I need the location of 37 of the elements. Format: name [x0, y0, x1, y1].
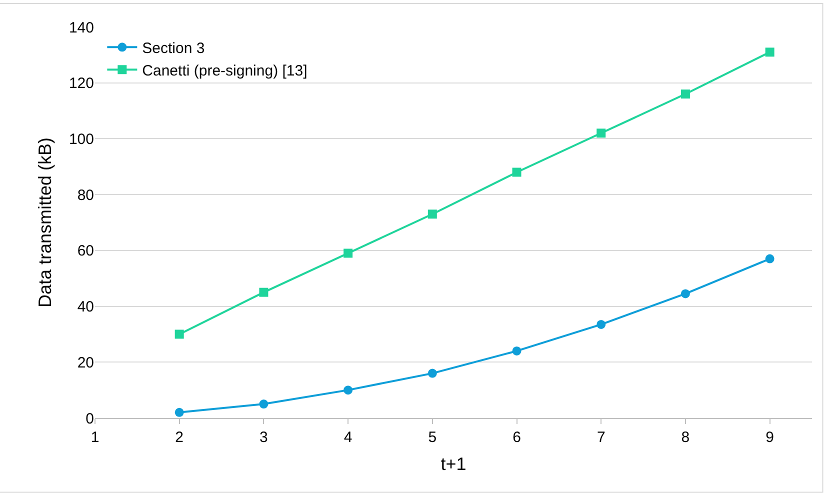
point: [512, 346, 522, 356]
point: [428, 368, 437, 378]
point: [259, 288, 268, 297]
y-tick-label: 20: [77, 354, 94, 372]
y-axis-title: Data transmitted (kB): [35, 137, 56, 308]
y-tick-label: 0: [86, 410, 94, 428]
x-tick-label: 3: [260, 429, 268, 446]
point: [596, 320, 606, 329]
point: [680, 289, 690, 298]
x-tick-label: 7: [596, 429, 606, 446]
x-tick-label: 6: [512, 429, 521, 446]
point: [512, 168, 522, 177]
point: [596, 128, 606, 138]
point: [259, 400, 268, 409]
y-tick-label: 120: [68, 75, 94, 92]
point: [344, 386, 353, 395]
x-axis-title: t+1: [440, 454, 466, 474]
y-tick-label: 40: [77, 298, 94, 316]
legend-label: Canetti (pre-signing) [13]: [142, 62, 308, 80]
point: [765, 254, 774, 264]
point: [174, 408, 184, 417]
legend-label: Section 3: [142, 40, 205, 58]
x-tick-label: 9: [766, 429, 774, 446]
y-tick-label: 60: [77, 242, 94, 260]
x-tick-label: 5: [428, 429, 437, 446]
point: [680, 90, 690, 99]
y-tick-label: 140: [68, 19, 94, 36]
y-tick-label: 80: [77, 186, 94, 204]
point: [174, 330, 184, 339]
point: [765, 48, 774, 57]
x-tick-label: 2: [175, 429, 184, 446]
point: [428, 210, 437, 219]
point: [344, 248, 353, 258]
x-tick-label: 8: [681, 429, 690, 446]
y-tick-label: 100: [68, 130, 94, 148]
x-tick-label: 4: [344, 429, 352, 446]
x-tick-label: 1: [90, 429, 100, 446]
